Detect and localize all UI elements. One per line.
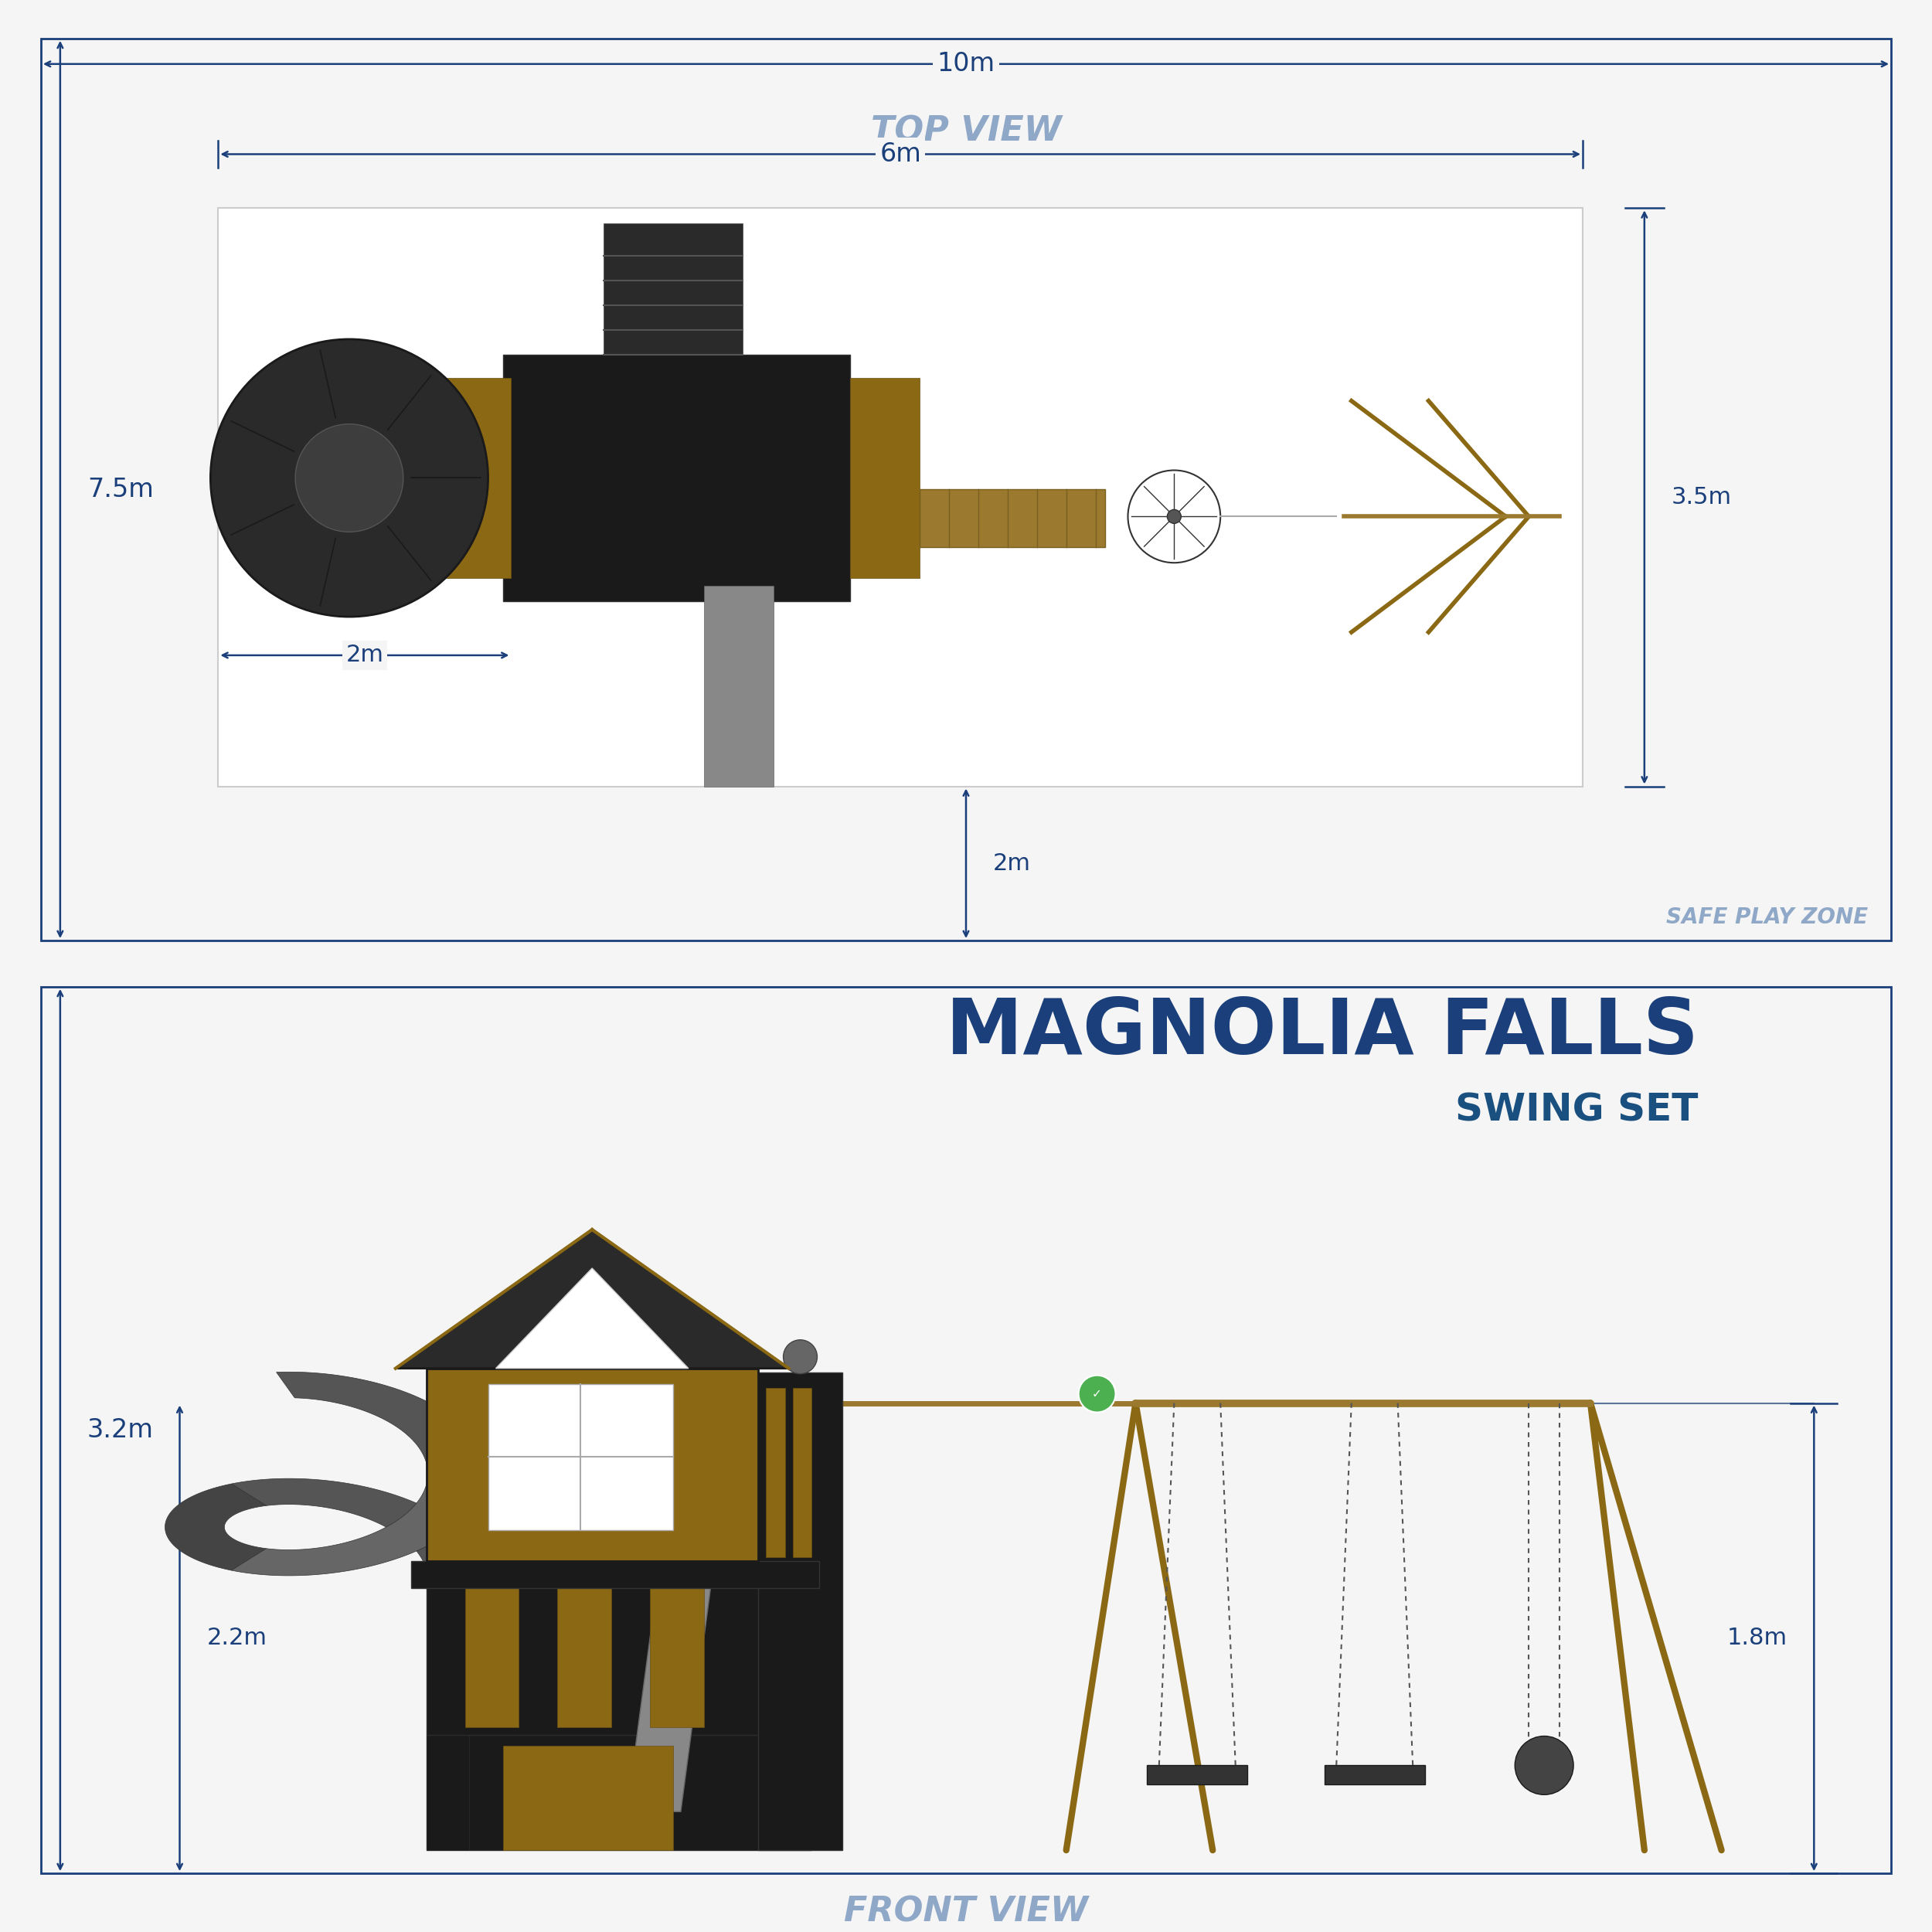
Circle shape bbox=[1167, 510, 1180, 524]
Bar bbox=[489, 1383, 672, 1530]
Bar bbox=[427, 1580, 804, 1735]
Bar bbox=[427, 1368, 757, 1561]
Polygon shape bbox=[232, 1478, 487, 1580]
Bar bbox=[920, 489, 1105, 547]
Text: 10m: 10m bbox=[937, 52, 995, 77]
Polygon shape bbox=[1148, 1766, 1248, 1785]
Bar bbox=[757, 1403, 800, 1851]
Bar bbox=[427, 1368, 757, 1561]
Circle shape bbox=[782, 1341, 817, 1374]
Bar bbox=[703, 585, 773, 786]
Bar bbox=[649, 1588, 703, 1727]
Text: 3.2m: 3.2m bbox=[87, 1418, 155, 1443]
Text: MAGNOLIA FALLS: MAGNOLIA FALLS bbox=[945, 995, 1698, 1070]
Bar bbox=[41, 987, 1891, 1874]
Bar bbox=[850, 379, 920, 578]
Polygon shape bbox=[1325, 1766, 1424, 1785]
Bar bbox=[427, 1735, 811, 1851]
Text: SAFE PLAY ZONE: SAFE PLAY ZONE bbox=[1665, 906, 1868, 927]
Bar bbox=[765, 1387, 784, 1557]
Text: SWING SET: SWING SET bbox=[1455, 1092, 1698, 1128]
Bar bbox=[504, 1747, 672, 1851]
Bar bbox=[558, 1588, 611, 1727]
Text: ✓: ✓ bbox=[1092, 1387, 1101, 1399]
Text: 1.8m: 1.8m bbox=[1727, 1627, 1787, 1650]
Polygon shape bbox=[626, 1580, 711, 1812]
Bar bbox=[218, 209, 1582, 786]
Bar bbox=[603, 224, 742, 355]
Text: 6m: 6m bbox=[879, 141, 922, 166]
Text: FRONT VIEW: FRONT VIEW bbox=[844, 1895, 1088, 1928]
Bar bbox=[412, 1561, 819, 1588]
Bar bbox=[792, 1387, 811, 1557]
Polygon shape bbox=[396, 1229, 788, 1368]
Text: 2m: 2m bbox=[346, 643, 384, 667]
Circle shape bbox=[211, 340, 489, 616]
Text: 7.5m: 7.5m bbox=[87, 477, 153, 502]
Polygon shape bbox=[497, 1267, 688, 1368]
Text: TOP VIEW: TOP VIEW bbox=[871, 114, 1061, 147]
Text: 3.5m: 3.5m bbox=[1671, 487, 1731, 508]
Circle shape bbox=[1078, 1376, 1115, 1412]
Circle shape bbox=[1128, 469, 1221, 562]
Circle shape bbox=[296, 423, 404, 531]
Bar bbox=[504, 355, 850, 601]
Bar bbox=[466, 1588, 520, 1727]
Polygon shape bbox=[232, 1474, 487, 1577]
Bar bbox=[757, 1372, 842, 1851]
Bar bbox=[442, 379, 512, 578]
Polygon shape bbox=[164, 1484, 267, 1571]
Text: 2.2m: 2.2m bbox=[207, 1627, 267, 1650]
Bar bbox=[41, 39, 1891, 941]
Bar bbox=[427, 1403, 469, 1851]
Circle shape bbox=[1515, 1737, 1573, 1795]
Text: 2m: 2m bbox=[993, 852, 1032, 875]
Polygon shape bbox=[276, 1372, 487, 1474]
